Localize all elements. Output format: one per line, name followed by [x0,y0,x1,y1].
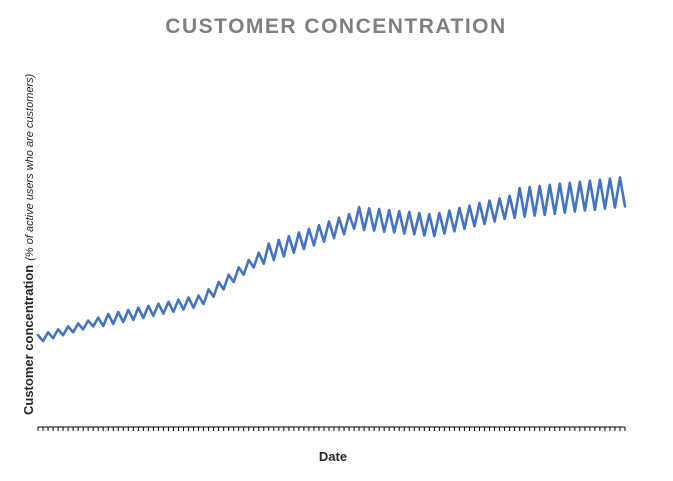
y-axis-title: Customer concentration [21,265,36,415]
y-axis-note: (% of active users who are customers) [24,73,36,260]
chart-title: CUSTOMER CONCENTRATION [165,15,506,38]
y-axis-label: Customer concentration (% of active users… [21,73,36,415]
series-line [36,176,627,343]
x-axis-label: Date [319,449,347,464]
